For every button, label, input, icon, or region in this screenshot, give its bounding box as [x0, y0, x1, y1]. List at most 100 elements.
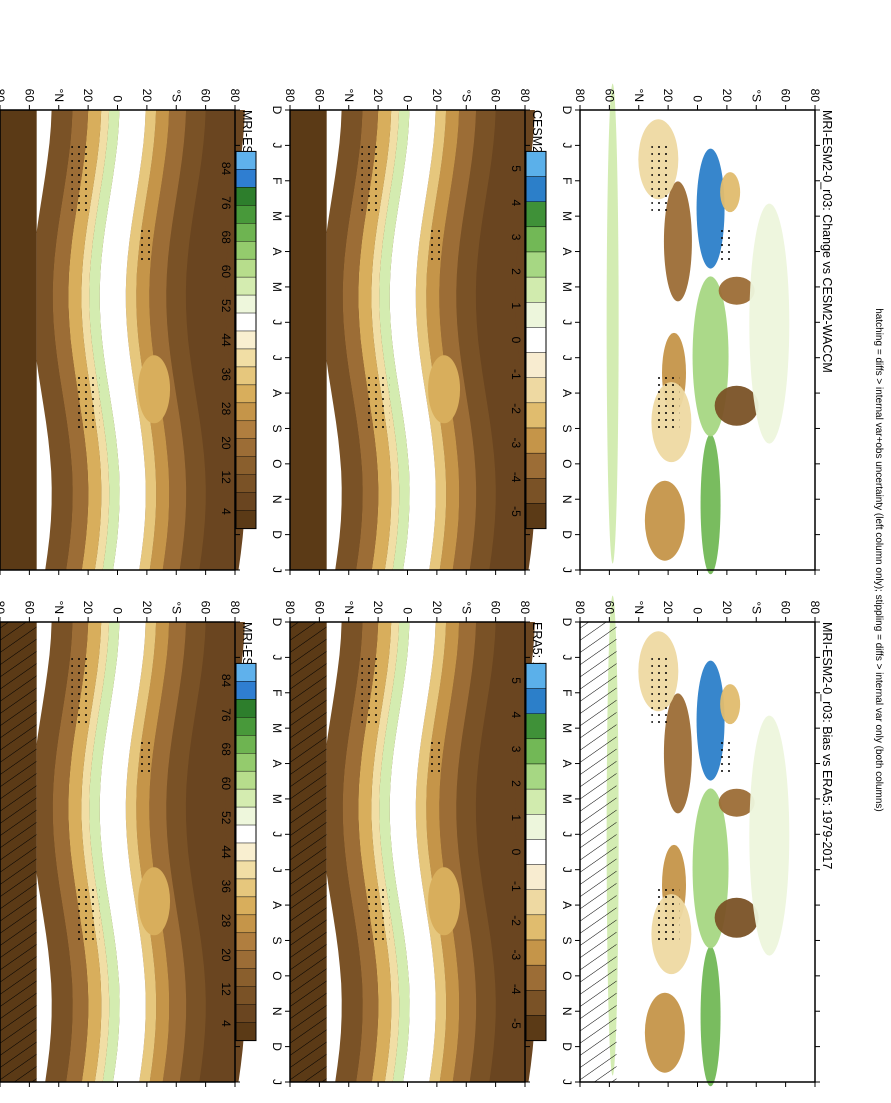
y-tick-label: 80 [573, 601, 587, 615]
colorbar-frame [525, 150, 547, 530]
x-tick-label: M [270, 723, 284, 733]
chart-panel: DJFMAMJJASONDJ8060°N20020°S6080CESM2-WAC… [219, 89, 544, 575]
x-tick-label: A [270, 901, 284, 909]
plot-area: DJFMAMJJASONDJ8060°N20020°S6080MRI-ESM2-… [0, 601, 254, 1087]
y-tick-label: 0 [401, 607, 415, 614]
colorbar-label: 84 [219, 162, 233, 176]
plot-area: DJFMAMJJASONDJ8060°N20020°S6080CESM2-WAC… [270, 89, 544, 575]
colorbar-cell [235, 474, 257, 493]
contour-band [371, 622, 400, 1082]
contour-band [52, 622, 89, 1082]
y-tick-label: 20 [661, 89, 675, 103]
contour-blob [720, 684, 741, 725]
contour-blob [700, 946, 721, 1087]
contour-band [321, 110, 342, 570]
x-tick-label: F [560, 689, 574, 696]
x-tick-label: F [560, 177, 574, 184]
plot-area: DJFMAMJJASONDJ8060°N20020°S6080MRI-ESM2-… [0, 89, 254, 575]
y-tick-label: 80 [518, 601, 532, 615]
contour-band [475, 622, 535, 1082]
x-tick-label: F [270, 177, 284, 184]
colorbar-cell [235, 402, 257, 422]
chart-panel: DJFMAMJJASONDJ8060°N20020°S6080MRI-ESM2-… [0, 89, 254, 575]
colorbar-cell [525, 302, 547, 328]
colorbar-label: 3 [509, 234, 523, 241]
colorbar-cell [235, 735, 257, 754]
colorbar-label: 76 [219, 196, 233, 210]
colorbar-cell [525, 939, 547, 966]
x-tick-label: D [560, 618, 574, 627]
colorbar-label: 12 [219, 470, 233, 484]
contour-band [125, 622, 157, 1082]
hatch-region [580, 622, 617, 1082]
y-tick-label: 80 [0, 89, 7, 103]
contour-band [31, 622, 73, 1082]
x-tick-label: O [270, 971, 284, 980]
y-tick-label: °N [52, 89, 66, 102]
x-tick-label: S [270, 424, 284, 432]
contour-band [415, 622, 447, 1082]
colorbar-label: -3 [509, 950, 523, 961]
contour-band [81, 110, 110, 570]
stipple-region [720, 225, 735, 265]
y-tick-label: 20 [81, 89, 95, 103]
colorbar-label: 36 [219, 880, 233, 894]
y-tick-label: °N [632, 89, 646, 102]
x-tick-label: S [560, 936, 574, 944]
colorbar-label: 20 [219, 436, 233, 450]
figure-footnote: hatching = diffs > internal var+obs unce… [873, 308, 884, 812]
colorbar-cell [235, 366, 257, 386]
contour-band [166, 110, 206, 570]
colorbar-cell [235, 438, 257, 457]
stipple-region [361, 142, 382, 213]
contour-band [99, 622, 146, 1082]
x-tick-label: M [560, 794, 574, 804]
x-tick-label: J [560, 567, 574, 573]
x-tick-label: J [560, 1079, 574, 1085]
colorbar-cell [235, 241, 257, 260]
contour-blob [718, 276, 755, 305]
contour-band [358, 110, 392, 570]
y-tick-label: °S [169, 601, 183, 614]
colorbar-cell [525, 663, 547, 689]
y-tick-label: 60 [602, 601, 616, 615]
x-tick-label: A [560, 389, 574, 397]
x-tick-label: J [270, 355, 284, 361]
y-tick-label: 20 [661, 601, 675, 615]
y-tick-label: 0 [691, 95, 705, 102]
colorbar-cell [525, 964, 547, 991]
y-tick-label: 20 [720, 89, 734, 103]
x-tick-label: J [270, 831, 284, 837]
colorbar-cell [235, 456, 257, 475]
x-tick-label: J [560, 142, 574, 148]
y-tick-label: 80 [808, 89, 822, 103]
y-tick-label: 20 [81, 601, 95, 615]
x-tick-label: D [560, 106, 574, 115]
colorbar-cell [235, 348, 257, 368]
y-tick-label: 80 [283, 601, 297, 615]
x-tick-label: A [270, 389, 284, 397]
colorbar-cell [525, 864, 547, 890]
y-tick-label: 0 [111, 95, 125, 102]
colorbar-label: -4 [509, 472, 523, 483]
colorbar-label: 36 [219, 368, 233, 382]
contour-band [415, 110, 447, 570]
x-tick-label: O [270, 459, 284, 468]
colorbar-cell [235, 330, 257, 350]
contour-band [456, 622, 496, 1082]
colorbar-cell [525, 427, 547, 454]
y-tick-label: 60 [602, 89, 616, 103]
y-tick-label: °N [52, 601, 66, 614]
colorbar-cell [235, 699, 257, 718]
colorbar-cell [525, 1015, 547, 1041]
x-tick-label: J [560, 831, 574, 837]
y-tick-label: 0 [111, 607, 125, 614]
y-tick-label: 60 [22, 601, 36, 615]
colorbar-cell [235, 223, 257, 242]
y-tick-label: 0 [691, 607, 705, 614]
colorbar-label: 0 [509, 337, 523, 344]
y-tick-label: °S [169, 89, 183, 102]
